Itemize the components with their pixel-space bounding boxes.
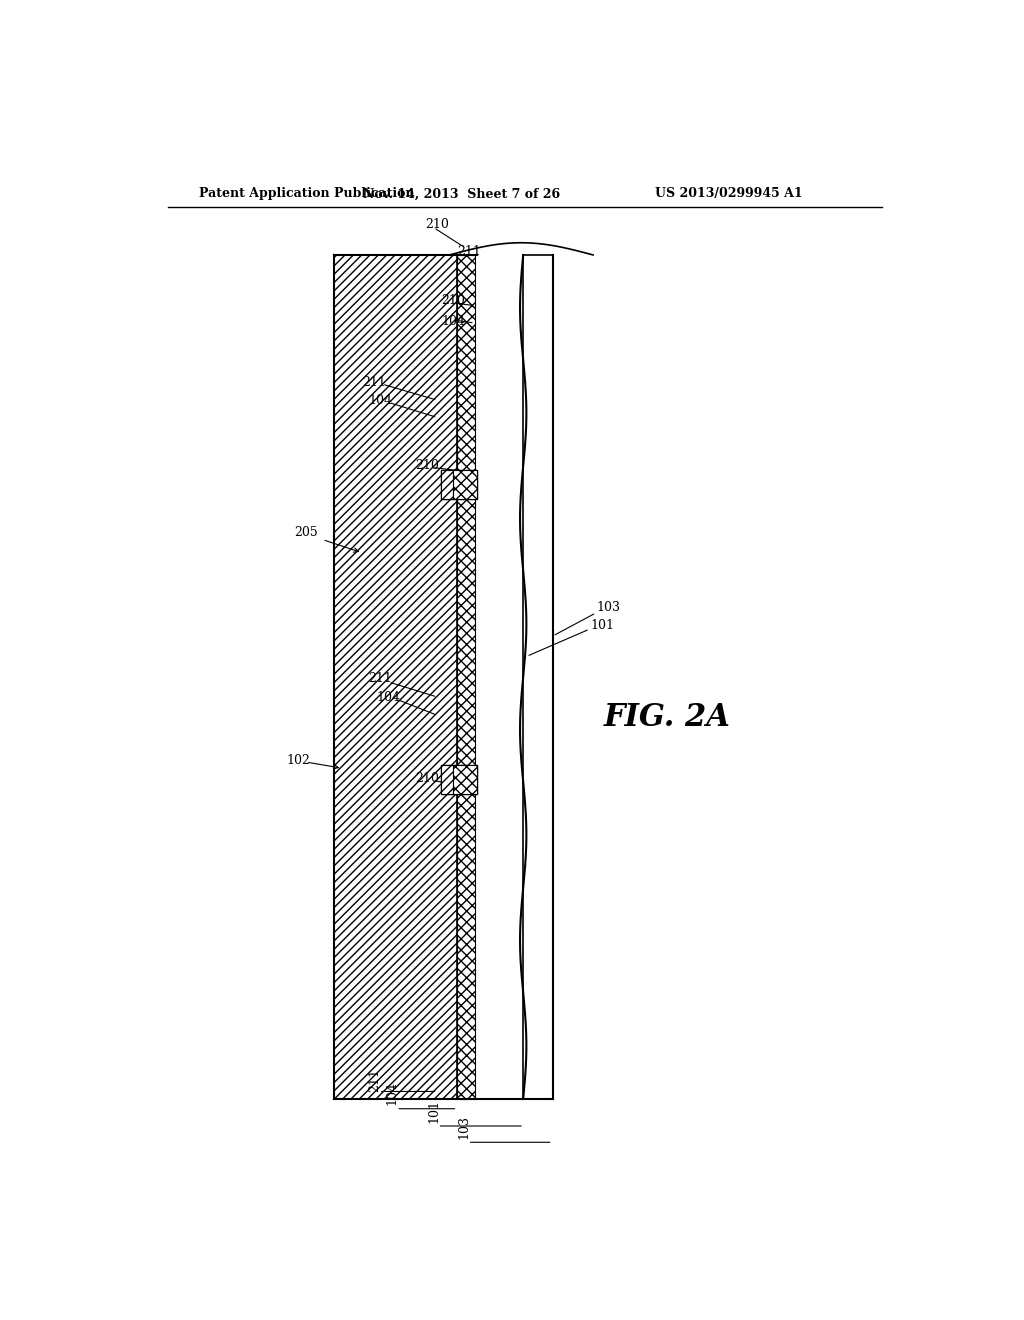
Polygon shape xyxy=(334,255,458,1098)
Text: 210: 210 xyxy=(426,218,450,231)
Polygon shape xyxy=(441,766,477,793)
Polygon shape xyxy=(441,766,454,793)
Text: Patent Application Publication: Patent Application Publication xyxy=(200,187,415,201)
Text: 101: 101 xyxy=(591,619,614,632)
Text: 104: 104 xyxy=(441,314,466,327)
Text: 104: 104 xyxy=(369,393,392,407)
Text: Nov. 14, 2013  Sheet 7 of 26: Nov. 14, 2013 Sheet 7 of 26 xyxy=(362,187,560,201)
Text: US 2013/0299945 A1: US 2013/0299945 A1 xyxy=(655,187,803,201)
Polygon shape xyxy=(458,255,475,1098)
Text: 104: 104 xyxy=(377,690,400,704)
Text: 104: 104 xyxy=(386,1081,399,1105)
Text: 210: 210 xyxy=(441,294,465,308)
Polygon shape xyxy=(441,470,454,499)
Polygon shape xyxy=(454,470,477,499)
Polygon shape xyxy=(454,766,477,793)
Text: 102: 102 xyxy=(287,754,310,767)
Text: 211: 211 xyxy=(362,375,386,388)
Text: 211: 211 xyxy=(369,1068,382,1092)
Text: FIG. 2A: FIG. 2A xyxy=(604,702,731,733)
Polygon shape xyxy=(523,255,553,1098)
Text: 211: 211 xyxy=(458,246,481,259)
Text: 205: 205 xyxy=(295,525,318,539)
Text: 210: 210 xyxy=(416,459,439,471)
Text: 210: 210 xyxy=(416,772,439,785)
Text: 103: 103 xyxy=(458,1115,470,1139)
Text: 101: 101 xyxy=(427,1098,440,1123)
Polygon shape xyxy=(441,470,477,499)
Text: 211: 211 xyxy=(369,672,392,685)
Text: 103: 103 xyxy=(596,601,621,614)
